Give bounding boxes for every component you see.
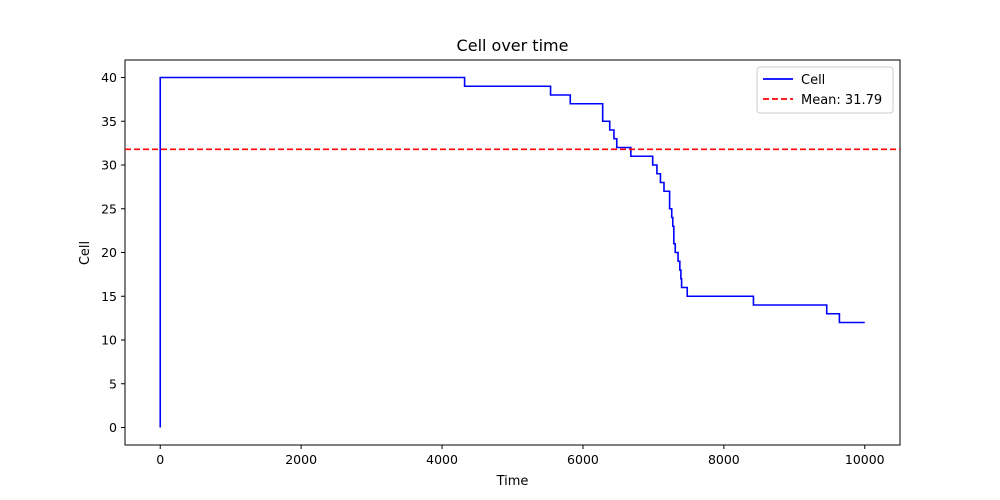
x-axis-label: Time	[496, 474, 529, 489]
y-tick-label: 0	[109, 420, 117, 435]
series-layer	[125, 76, 900, 428]
legend-label-cell: Cell	[801, 73, 825, 88]
y-tick-label: 35	[101, 114, 117, 129]
x-tick-label: 4000	[426, 452, 458, 467]
y-tick-label: 40	[101, 70, 117, 85]
x-tick-label: 2000	[285, 452, 317, 467]
y-tick-label: 20	[101, 245, 117, 260]
y-axis-label: Cell	[78, 241, 93, 265]
y-tick-label: 25	[101, 201, 117, 216]
x-tick-label: 0	[156, 452, 164, 467]
x-tick-label: 8000	[708, 452, 740, 467]
y-axis: 0 5 10 15 20 25 30 35 40	[101, 70, 125, 435]
y-tick-label: 15	[101, 289, 117, 304]
x-tick-label: 6000	[567, 452, 599, 467]
legend: Cell Mean: 31.79	[756, 66, 894, 114]
legend-label-mean: Mean: 31.79	[801, 93, 882, 108]
y-tick-label: 5	[109, 376, 117, 391]
x-axis: 0 2000 4000 6000 8000 10000	[156, 445, 885, 467]
chart-title: Cell over time	[457, 36, 569, 55]
series-line-cell	[159, 76, 865, 428]
y-tick-label: 10	[101, 333, 117, 348]
y-tick-label: 30	[101, 158, 117, 173]
x-tick-label: 10000	[845, 452, 885, 467]
